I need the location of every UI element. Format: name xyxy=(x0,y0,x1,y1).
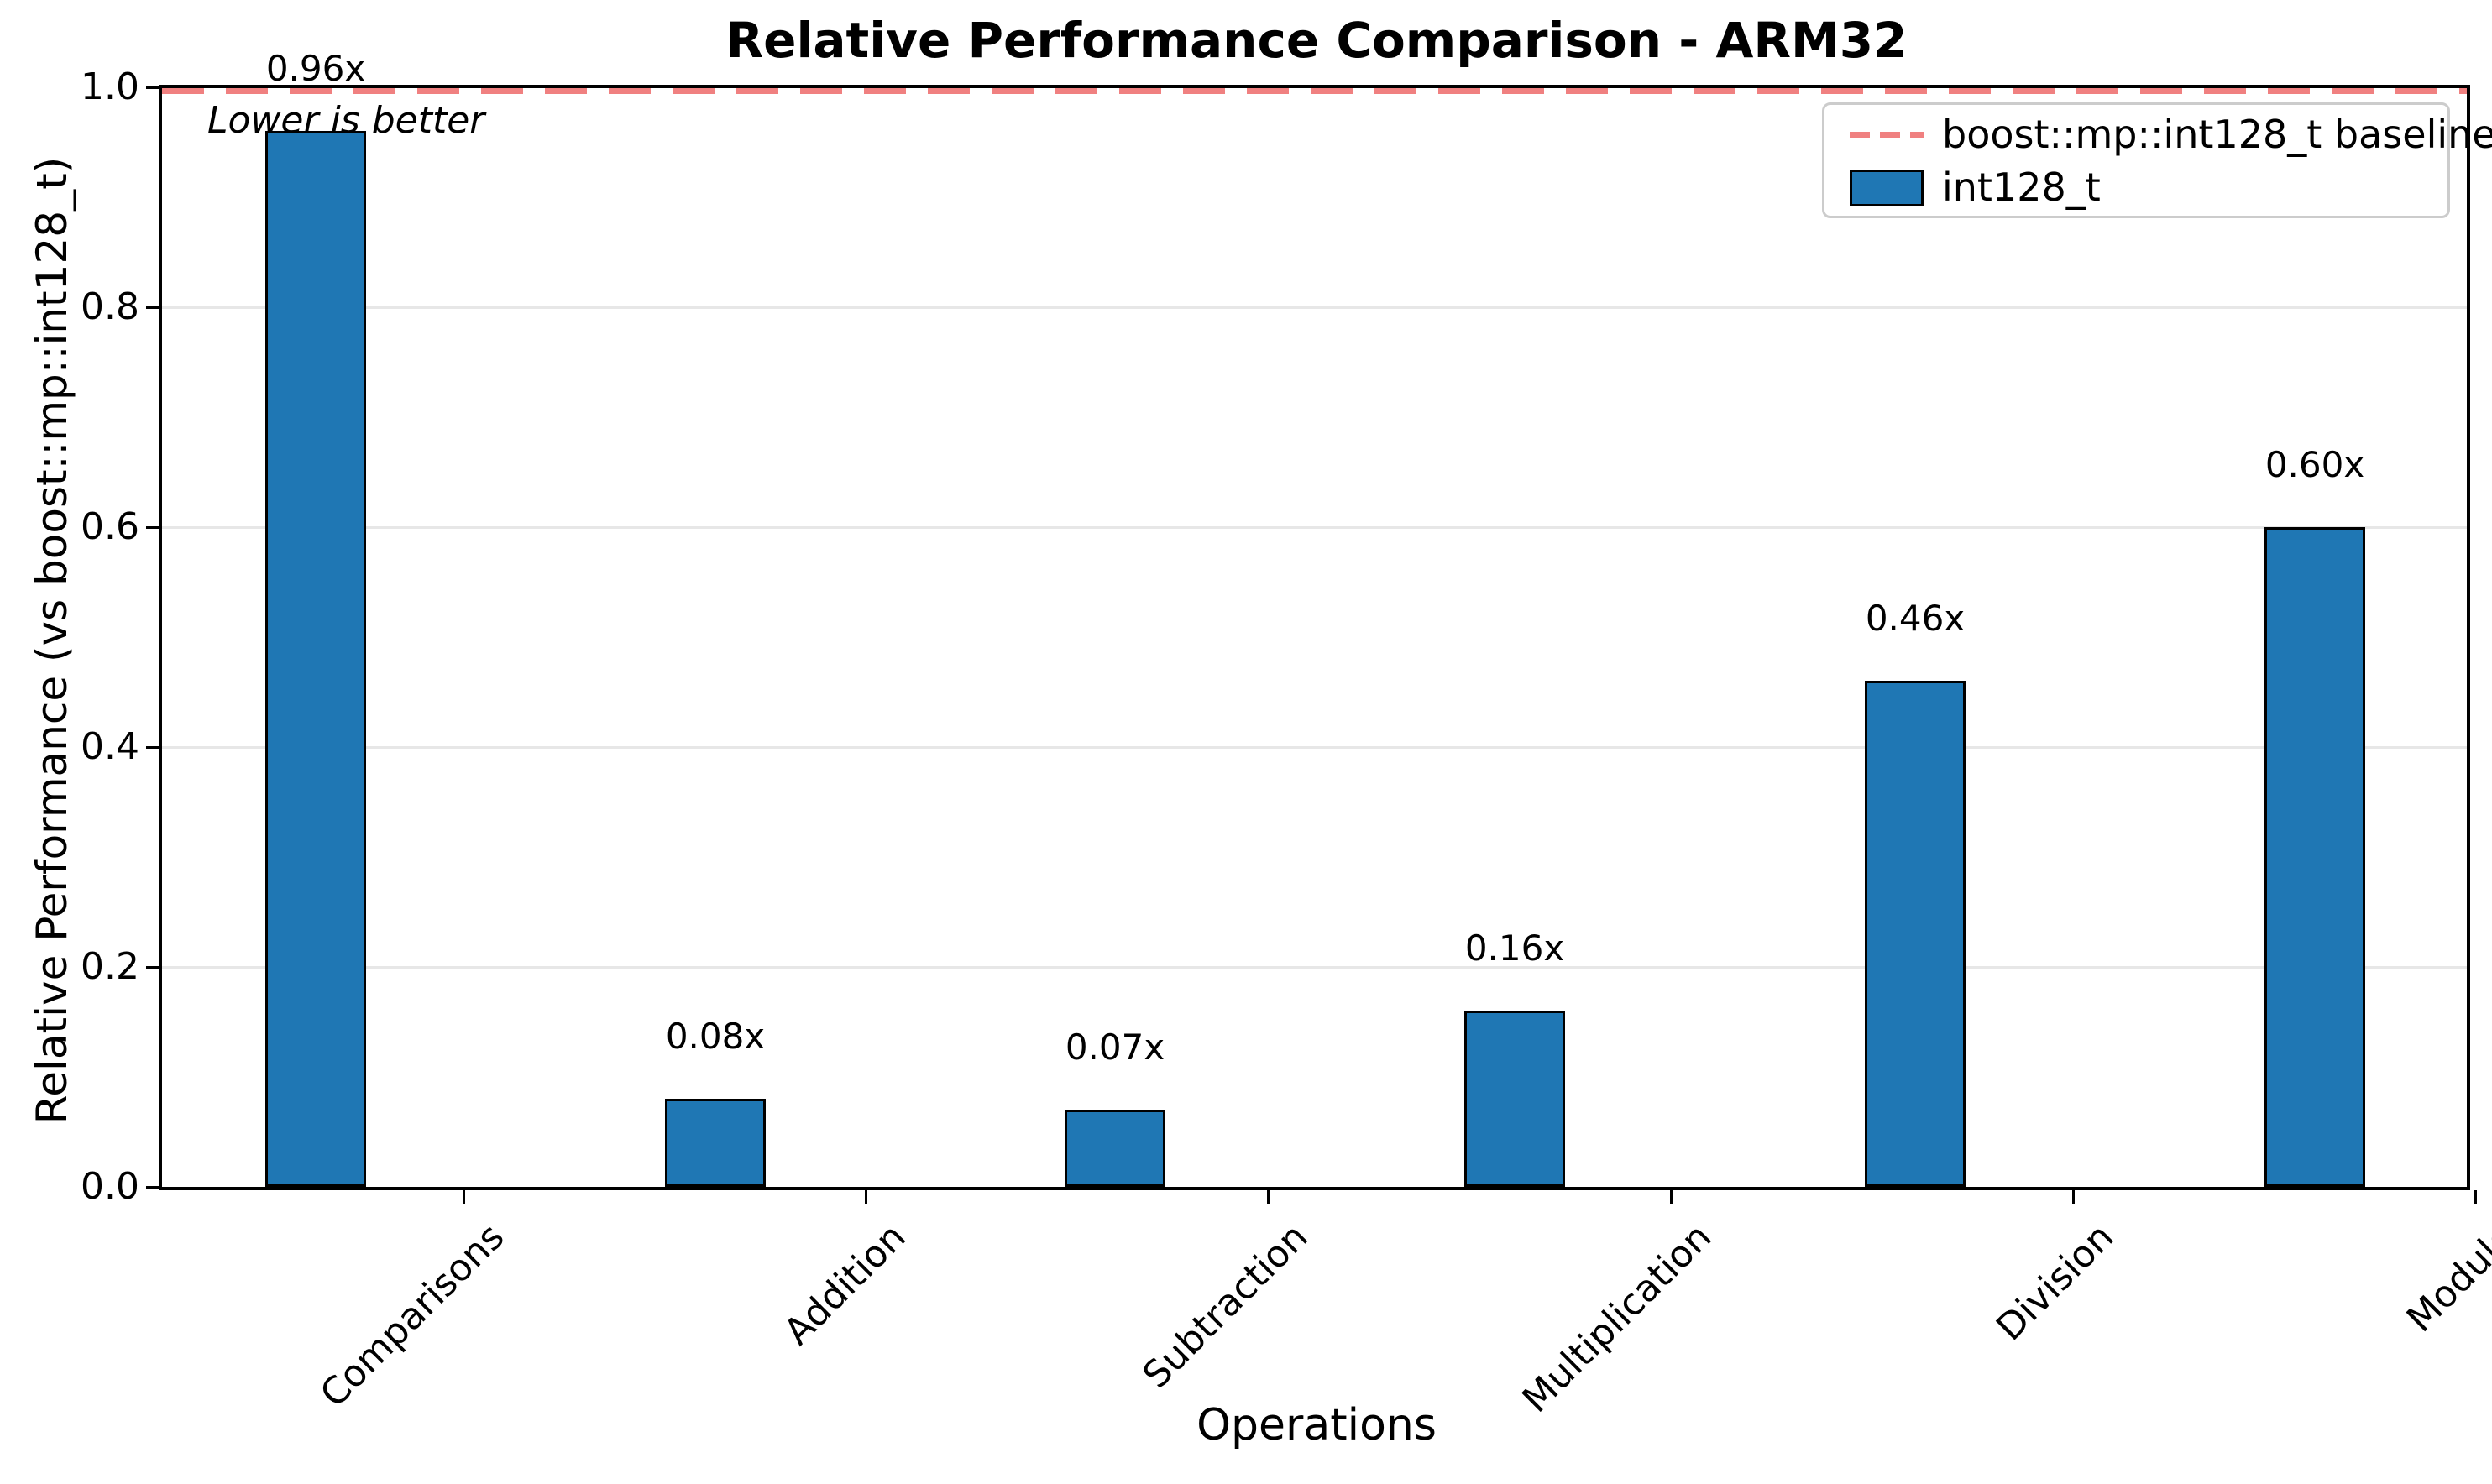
legend-baseline-label: boost::mp::int128_t baseline xyxy=(1942,112,2492,157)
bar-value-multiplication: 0.16x xyxy=(1464,928,1565,969)
ytick-label-0.6: 0.6 xyxy=(81,505,139,548)
lower-is-better-annotation: Lower is better xyxy=(207,99,485,142)
legend-row-series: int128_t xyxy=(1824,165,2448,209)
legend: boost::mp::int128_t baseline int128_t xyxy=(1822,102,2492,218)
bar-addition xyxy=(665,1099,766,1187)
ytick-1.0 xyxy=(146,86,160,89)
xtick-label-subtraction: Subtraction xyxy=(1135,1215,1317,1398)
ytick-0.6 xyxy=(146,526,160,529)
bar-swatch-icon xyxy=(1850,170,1924,206)
bar-multiplication xyxy=(1464,1011,1565,1187)
ytick-label-0.0: 0.0 xyxy=(81,1165,139,1208)
ytick-label-1.0: 1.0 xyxy=(81,65,139,108)
xtick-subtraction xyxy=(1267,1190,1270,1204)
ytick-label-0.4: 0.4 xyxy=(81,725,139,768)
bar-value-division: 0.46x xyxy=(1865,598,1966,639)
bar-value-modulo: 0.60x xyxy=(2264,444,2365,485)
bar-value-comparisons: 0.96x xyxy=(265,48,366,89)
top-spine xyxy=(159,85,2470,88)
baseline-dashed-line xyxy=(162,88,2467,94)
gridline-0.2 xyxy=(162,966,2467,969)
legend-series-label: int128_t xyxy=(1942,165,2101,210)
y-axis-label: Relative Performance (vs boost::mp::int1… xyxy=(28,156,76,1125)
xtick-multiplication xyxy=(1670,1190,1673,1204)
xtick-division xyxy=(2072,1190,2075,1204)
ytick-0.8 xyxy=(146,306,160,309)
right-spine xyxy=(2467,85,2470,1190)
bar-division xyxy=(1865,681,1966,1187)
ytick-label-0.2: 0.2 xyxy=(81,945,139,988)
legend-row-baseline: boost::mp::int128_t baseline xyxy=(1824,112,2492,156)
chart-title: Relative Performance Comparison - ARM32 xyxy=(725,12,1908,69)
gridline-0.8 xyxy=(162,306,2467,309)
xtick-label-multiplication: Multiplication xyxy=(1514,1215,1720,1421)
xtick-label-addition: Addition xyxy=(776,1215,915,1354)
ytick-0.4 xyxy=(146,746,160,749)
gridline-0.4 xyxy=(162,746,2467,749)
gridline-0.6 xyxy=(162,526,2467,529)
x-axis-label: Operations xyxy=(1196,1400,1437,1450)
xtick-label-division: Division xyxy=(1987,1215,2123,1350)
xtick-modulo xyxy=(2474,1190,2477,1204)
ytick-0.2 xyxy=(146,966,160,969)
xtick-label-comparisons: Comparisons xyxy=(312,1215,513,1416)
ytick-0.0 xyxy=(146,1186,160,1189)
dashed-line-sample-icon xyxy=(1850,132,1924,138)
bar-modulo xyxy=(2264,527,2365,1187)
bar-value-subtraction: 0.07x xyxy=(1065,1027,1165,1068)
xtick-addition xyxy=(865,1190,867,1204)
bar-value-addition: 0.08x xyxy=(665,1016,766,1057)
xtick-comparisons xyxy=(463,1190,465,1204)
bar-comparisons xyxy=(265,131,366,1187)
xtick-label-modulo: Modulo xyxy=(2398,1215,2492,1341)
bar-subtraction xyxy=(1065,1110,1165,1187)
ytick-label-0.8: 0.8 xyxy=(81,285,139,328)
bottom-spine xyxy=(159,1187,2470,1190)
left-spine xyxy=(159,85,162,1190)
